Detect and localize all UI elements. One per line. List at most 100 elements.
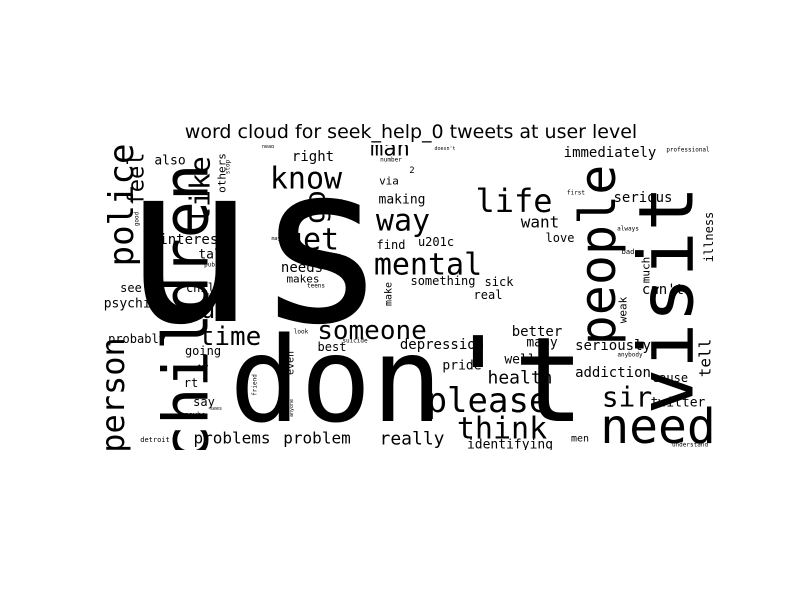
word-immediately: immediately: [564, 145, 657, 161]
word-good: good: [134, 211, 141, 226]
word-tell: tell: [696, 339, 715, 378]
word-anybody: anybody: [617, 352, 643, 359]
word-talk: talk: [198, 248, 229, 263]
word-health: health: [487, 368, 552, 389]
word-probably: probably: [108, 332, 166, 346]
word-love: love: [546, 231, 575, 245]
word-2: 2: [409, 166, 414, 176]
word-think: think: [457, 412, 547, 447]
word-may: may: [271, 236, 280, 242]
word-maybe: maybe: [184, 411, 205, 419]
word-via: via: [379, 175, 399, 188]
word-always: always: [617, 226, 639, 233]
word-teens: teens: [307, 283, 325, 290]
word-detroit: detroit: [140, 436, 170, 444]
word-illness: illness: [702, 212, 716, 263]
word-interest: interest: [159, 232, 226, 248]
word-want: want: [521, 213, 560, 232]
word-children: children: [150, 164, 223, 450]
word-look: look: [294, 329, 309, 336]
word-well: well: [504, 353, 535, 368]
word-sick: sick: [485, 275, 515, 289]
word-sees: sees: [210, 406, 222, 412]
word-find: find: [377, 238, 406, 252]
word-even: even: [286, 351, 297, 375]
word-cause: cause: [652, 371, 688, 385]
word-head: head: [262, 145, 274, 150]
word-still: still: [226, 204, 233, 222]
word-know: know: [270, 162, 343, 197]
word-see: see: [120, 281, 142, 295]
word-try: try: [198, 364, 209, 371]
word-get: get: [285, 223, 339, 258]
word-us: us: [123, 145, 388, 373]
word-first: first: [567, 190, 585, 197]
word-man: man: [370, 145, 410, 162]
word-sir: sir: [602, 381, 653, 414]
word-like: like: [184, 156, 217, 223]
word-better: better: [512, 324, 563, 340]
word-going: going: [185, 344, 221, 358]
word-really: really: [379, 429, 444, 450]
word-twitter: twitter: [651, 396, 706, 411]
word-needs: needs: [281, 260, 323, 276]
word-go: go: [299, 190, 332, 224]
word-bad: bad: [622, 248, 635, 256]
word-anyone: anyone: [289, 399, 295, 417]
word-police: police: [102, 145, 142, 266]
word-mental: mental: [374, 248, 482, 283]
word-identifying: identifying: [467, 438, 553, 451]
word-addiction: addiction: [575, 365, 651, 381]
word-makes: makes: [286, 273, 319, 286]
word-suicide: suicide: [342, 338, 368, 345]
word-can-t: can't: [642, 282, 684, 298]
word-sad: sad: [333, 199, 342, 205]
word-understand: understand: [672, 442, 709, 449]
word-visit: visit: [622, 186, 711, 415]
word-way: way: [376, 204, 430, 239]
word-say: say: [193, 395, 215, 409]
word-encourage: encourage: [203, 292, 230, 298]
chart-title: word cloud for seek_help_0 tweets at use…: [184, 121, 638, 143]
word-depression: depression: [400, 337, 484, 353]
word-rt: rt: [184, 376, 198, 390]
word-weak: weak: [617, 296, 630, 323]
word-make: make: [384, 282, 395, 306]
word-problems: problems: [193, 429, 270, 448]
word-others: others: [216, 153, 229, 193]
word-making: making: [379, 193, 426, 208]
word-psychics: psychics: [104, 297, 167, 312]
word-seriously: seriously: [575, 338, 651, 354]
word-time: time: [199, 322, 262, 352]
word-please: please: [427, 381, 550, 421]
word-also: also: [154, 154, 185, 169]
word-u: u: [201, 296, 215, 324]
word-pride: pride: [442, 359, 481, 374]
word-need: need: [600, 399, 716, 450]
word-much: much: [640, 257, 653, 284]
word-best: best: [318, 340, 347, 354]
word-professional: professional: [666, 147, 710, 154]
word-child: child: [186, 281, 222, 295]
word-many: many: [526, 336, 557, 351]
word-people: people: [569, 165, 627, 346]
word-right: right: [292, 149, 334, 165]
word-serious: serious: [613, 190, 672, 206]
word-someone: someone: [317, 316, 427, 346]
word-doesn-t: doesn't: [434, 146, 455, 152]
word-life: life: [475, 182, 552, 220]
word-feel: feel: [125, 153, 150, 206]
word-men: men: [571, 434, 589, 445]
word-public: public: [204, 262, 226, 269]
word-friend: friend: [252, 374, 259, 396]
word-person: person: [100, 337, 132, 450]
word-u201c: u201c: [418, 235, 454, 249]
word-stop: stop: [225, 159, 232, 174]
word-number: number: [380, 157, 402, 164]
word-don-t: don't: [229, 311, 584, 449]
word-something: something: [410, 274, 475, 288]
word-real: real: [474, 288, 503, 302]
word-problem: problem: [283, 429, 350, 448]
